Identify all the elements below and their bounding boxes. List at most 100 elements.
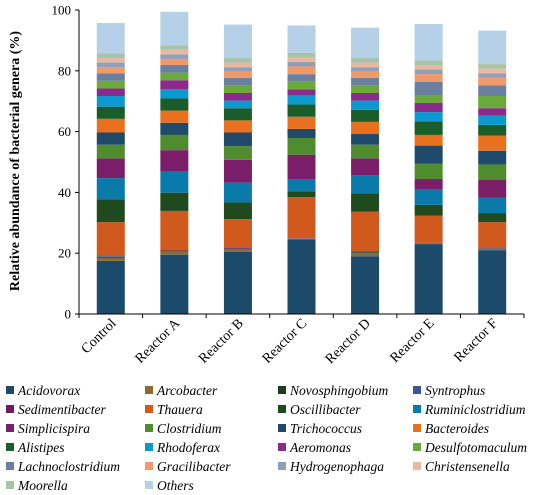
y-axis-title: Relative abundance of bacterial genera (… bbox=[8, 31, 23, 291]
bar-segment-rhodoferax bbox=[96, 96, 125, 107]
bar-segment-christensenella bbox=[223, 62, 252, 68]
bar-segment-ruminiclostridium bbox=[287, 179, 316, 192]
bar-segment-ruminiclostridium bbox=[96, 178, 125, 200]
bar-segment-lachnoclostridium bbox=[351, 77, 380, 86]
legend-label: Alistipes bbox=[17, 440, 65, 455]
bar-segment-lachnoclostridium bbox=[223, 77, 252, 86]
legend-swatch bbox=[413, 424, 421, 432]
legend-label: Oscillibacter bbox=[290, 402, 361, 417]
bar-stack-reactor-b bbox=[223, 24, 252, 314]
bar-segment-others bbox=[223, 24, 252, 59]
bar-segment-gracilibacter bbox=[223, 71, 252, 78]
legend-swatch bbox=[6, 443, 14, 451]
bar-segment-ruminiclostridium bbox=[223, 182, 252, 203]
bar-segment-others bbox=[96, 23, 125, 54]
bar-segment-alistipes bbox=[478, 124, 507, 136]
bar-segment-ruminiclostridium bbox=[160, 171, 189, 193]
bar-segment-aeromonas bbox=[287, 89, 316, 96]
bar-segment-desulfotomaculum bbox=[351, 85, 380, 93]
legend-swatch bbox=[413, 462, 421, 470]
x-tick-label: Reactor F bbox=[452, 316, 502, 366]
x-ticks-group: Control Reactor A Reactor B Reactor C Reacto… bbox=[78, 314, 525, 367]
bar-segment-arcobacter bbox=[160, 252, 189, 255]
bar-segment-aeromonas bbox=[351, 92, 380, 101]
bar-segment-hydrogenophaga bbox=[96, 62, 125, 68]
bar-segment-acidovorax bbox=[96, 260, 125, 314]
bar-segment-lachnoclostridium bbox=[414, 81, 443, 96]
bar-segment-alistipes bbox=[96, 106, 125, 119]
bar-segment-aeromonas bbox=[414, 103, 443, 113]
bar-segment-syntrophus bbox=[351, 251, 380, 253]
bar-segment-trichococcus bbox=[96, 132, 125, 145]
bar-segment-alistipes bbox=[351, 109, 380, 122]
legend-label: Lachnoclostridium bbox=[17, 459, 120, 474]
bar-segment-bacteroides bbox=[96, 118, 125, 133]
bar-segment-acidovorax bbox=[287, 239, 316, 314]
bar-segment-oscillibacter bbox=[223, 202, 252, 220]
legend-label: Rhodoferax bbox=[156, 440, 220, 455]
bar-segment-hydrogenophaga bbox=[351, 67, 380, 72]
bar-segment-lachnoclostridium bbox=[287, 74, 316, 82]
bar-segment-moorella bbox=[414, 60, 443, 66]
bar-segment-aeromonas bbox=[478, 108, 507, 116]
bar-segment-gracilibacter bbox=[478, 77, 507, 86]
bar-segment-trichococcus bbox=[287, 128, 316, 138]
bar-segment-oscillibacter bbox=[160, 192, 189, 211]
bar-segment-hydrogenophaga bbox=[223, 67, 252, 72]
bar-segment-acidovorax bbox=[160, 254, 189, 314]
bar-segment-novosphingobium bbox=[96, 256, 125, 258]
bar-segment-trichococcus bbox=[223, 132, 252, 147]
bar-segment-ruminiclostridium bbox=[414, 189, 443, 205]
bar-segment-thauera bbox=[223, 219, 252, 249]
legend-label: Christensenella bbox=[425, 459, 510, 474]
bar-segment-oscillibacter bbox=[414, 204, 443, 216]
bar-segment-simplicispira bbox=[223, 159, 252, 183]
bar-segment-acidovorax bbox=[414, 244, 443, 314]
bars-group bbox=[96, 11, 507, 314]
legend-label: Acidovorax bbox=[17, 383, 80, 398]
legend-label: Ruminiclostridium bbox=[424, 402, 526, 417]
x-tick-label: Reactor A bbox=[133, 316, 184, 367]
legend-swatch bbox=[6, 481, 14, 489]
bar-segment-others bbox=[160, 11, 189, 46]
legend-label: Hydrogenophaga bbox=[289, 459, 384, 474]
bar-segment-syntrophus bbox=[96, 256, 125, 257]
bar-segment-others bbox=[414, 23, 443, 61]
bar-segment-thauera bbox=[478, 222, 507, 249]
bar-segment-acidovorax bbox=[223, 251, 252, 314]
bar-segment-arcobacter bbox=[351, 253, 380, 257]
x-tick-label: Reactor E bbox=[388, 316, 438, 366]
legend-label: Simplicispira bbox=[18, 421, 90, 436]
bar-segment-moorella bbox=[223, 58, 252, 63]
bar-segment-gracilibacter bbox=[287, 66, 316, 75]
bar-segment-clostridium bbox=[96, 144, 125, 159]
bar-stack-reactor-d bbox=[351, 27, 380, 314]
legend-swatch bbox=[413, 386, 421, 394]
bar-segment-rhodoferax bbox=[160, 89, 189, 99]
y-tick-label: 60 bbox=[58, 124, 71, 139]
bar-segment-arcobacter bbox=[96, 257, 125, 261]
bar-segment-aeromonas bbox=[96, 88, 125, 97]
bar-segment-desulfotomaculum bbox=[287, 81, 316, 90]
legend-swatch bbox=[6, 405, 14, 413]
legend-swatch bbox=[6, 424, 14, 432]
bar-segment-desulfotomaculum bbox=[96, 80, 125, 89]
bar-stack-reactor-e bbox=[414, 23, 443, 314]
y-tick-label: 0 bbox=[65, 307, 72, 322]
x-tick-label: Control bbox=[79, 316, 120, 357]
legend-swatch bbox=[278, 386, 286, 394]
bar-segment-gracilibacter bbox=[160, 58, 189, 66]
bar-segment-rhodoferax bbox=[351, 100, 380, 110]
bar-segment-simplicispira bbox=[478, 179, 507, 198]
legend-label: Sedimentibacter bbox=[18, 402, 106, 417]
legend-swatch bbox=[145, 443, 153, 451]
legend-label: Clostridium bbox=[157, 421, 222, 436]
bar-segment-clostridium bbox=[223, 146, 252, 160]
bar-segment-desulfotomaculum bbox=[223, 85, 252, 93]
bar-segment-oscillibacter bbox=[96, 199, 125, 223]
legend-label: Syntrophus bbox=[425, 383, 485, 398]
bar-segment-thauera bbox=[96, 222, 125, 256]
y-tick-label: 80 bbox=[58, 63, 71, 78]
legend-label: Others bbox=[157, 478, 194, 493]
bar-segment-rhodoferax bbox=[414, 112, 443, 122]
